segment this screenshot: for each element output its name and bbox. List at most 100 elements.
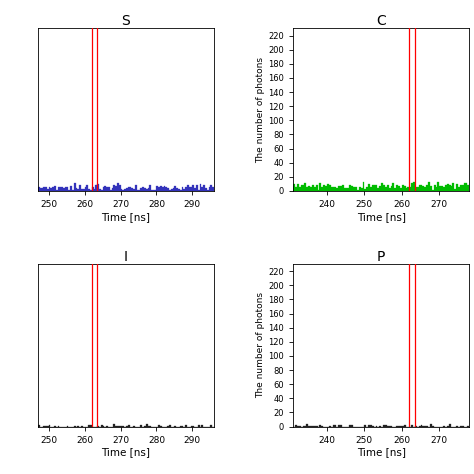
Bar bbox=[363, 182, 365, 191]
Bar bbox=[156, 186, 158, 191]
Bar bbox=[417, 187, 419, 191]
Bar bbox=[88, 425, 90, 427]
Bar bbox=[327, 184, 329, 191]
Bar bbox=[297, 184, 299, 191]
Bar bbox=[432, 190, 434, 191]
Bar bbox=[173, 188, 174, 191]
Bar bbox=[312, 184, 314, 191]
Bar bbox=[323, 184, 325, 191]
Bar bbox=[302, 184, 304, 191]
Bar bbox=[77, 426, 79, 427]
Bar bbox=[329, 184, 331, 191]
Bar bbox=[456, 426, 458, 427]
Title: S: S bbox=[121, 14, 130, 28]
Bar bbox=[398, 426, 400, 427]
Bar bbox=[368, 425, 370, 427]
Bar bbox=[183, 189, 185, 191]
Bar bbox=[149, 426, 151, 427]
Bar bbox=[38, 425, 40, 427]
Bar bbox=[391, 186, 392, 191]
Bar bbox=[158, 425, 160, 427]
Bar bbox=[52, 187, 54, 191]
Bar bbox=[85, 187, 86, 191]
Bar bbox=[342, 185, 344, 191]
Bar bbox=[189, 187, 191, 191]
Bar bbox=[465, 183, 467, 191]
Bar bbox=[338, 425, 340, 427]
Bar bbox=[299, 426, 301, 427]
Bar bbox=[398, 186, 400, 191]
Bar bbox=[146, 189, 147, 191]
Bar bbox=[454, 189, 456, 191]
Bar bbox=[426, 426, 428, 427]
Bar bbox=[122, 190, 124, 191]
Bar bbox=[110, 190, 111, 191]
Bar bbox=[111, 188, 113, 191]
Bar bbox=[379, 426, 381, 427]
Bar bbox=[49, 187, 51, 191]
Bar bbox=[370, 425, 372, 427]
Bar bbox=[104, 186, 106, 191]
Bar bbox=[338, 186, 340, 191]
Bar bbox=[301, 184, 302, 191]
Bar bbox=[187, 184, 189, 191]
Bar bbox=[460, 185, 462, 191]
Bar bbox=[304, 426, 306, 427]
Bar bbox=[115, 426, 117, 427]
Bar bbox=[422, 426, 424, 427]
Bar bbox=[67, 187, 68, 191]
Bar bbox=[335, 187, 336, 191]
Bar bbox=[391, 426, 392, 427]
Bar bbox=[79, 185, 81, 191]
Bar bbox=[106, 426, 108, 427]
Title: P: P bbox=[377, 250, 385, 264]
Bar bbox=[47, 189, 49, 191]
Bar bbox=[329, 426, 331, 427]
Bar bbox=[447, 184, 449, 191]
Bar bbox=[372, 185, 374, 191]
Bar bbox=[160, 426, 162, 427]
Bar bbox=[357, 190, 359, 191]
Bar bbox=[340, 425, 342, 427]
Bar bbox=[120, 189, 122, 191]
Bar bbox=[45, 426, 47, 427]
Bar bbox=[321, 426, 323, 427]
Bar bbox=[438, 182, 439, 191]
Bar bbox=[113, 425, 115, 427]
Bar bbox=[128, 187, 129, 191]
Bar bbox=[194, 188, 196, 191]
Bar bbox=[147, 188, 149, 191]
Bar bbox=[149, 185, 151, 191]
Bar bbox=[443, 426, 445, 427]
Bar bbox=[117, 183, 119, 191]
Bar bbox=[333, 425, 335, 427]
Bar bbox=[102, 426, 104, 427]
Bar bbox=[349, 425, 351, 427]
Bar bbox=[396, 185, 398, 191]
Bar bbox=[449, 184, 450, 191]
Bar bbox=[396, 426, 398, 427]
Bar bbox=[450, 186, 452, 191]
Bar bbox=[209, 187, 210, 191]
Bar bbox=[420, 185, 422, 191]
Bar bbox=[385, 425, 387, 427]
Bar bbox=[160, 186, 162, 191]
Bar bbox=[452, 183, 454, 191]
Bar bbox=[58, 187, 59, 191]
Bar bbox=[340, 186, 342, 191]
Bar bbox=[318, 190, 319, 191]
Bar bbox=[119, 185, 120, 191]
Bar bbox=[169, 190, 171, 191]
Bar bbox=[383, 184, 385, 191]
Bar bbox=[137, 190, 138, 191]
Bar bbox=[441, 186, 443, 191]
Bar bbox=[447, 426, 449, 427]
Bar bbox=[402, 184, 404, 191]
Bar bbox=[374, 184, 375, 191]
Bar bbox=[108, 187, 110, 191]
Bar bbox=[93, 189, 95, 191]
Bar bbox=[344, 188, 346, 191]
Bar bbox=[432, 426, 434, 427]
Bar bbox=[180, 426, 182, 427]
Bar bbox=[372, 426, 374, 427]
